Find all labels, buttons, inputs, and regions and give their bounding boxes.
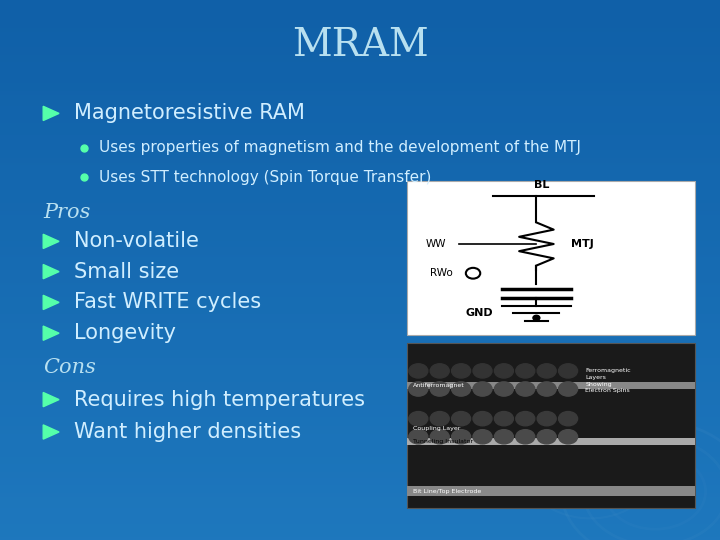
Text: Non-volatile: Non-volatile xyxy=(74,231,199,252)
Text: RWo: RWo xyxy=(430,268,453,278)
Bar xyxy=(407,382,695,389)
Text: Bit Line/Top Electrode: Bit Line/Top Electrode xyxy=(413,489,481,494)
Circle shape xyxy=(451,430,471,444)
Text: MRAM: MRAM xyxy=(292,28,428,64)
Text: Antiferromagnet: Antiferromagnet xyxy=(413,383,464,388)
Circle shape xyxy=(473,430,492,444)
Text: Cons: Cons xyxy=(43,357,96,377)
Circle shape xyxy=(537,430,556,444)
Text: Tunneling Insulator: Tunneling Insulator xyxy=(413,439,472,444)
FancyBboxPatch shape xyxy=(407,181,695,335)
Text: Small size: Small size xyxy=(74,261,179,282)
Text: WW: WW xyxy=(426,239,446,249)
Polygon shape xyxy=(43,265,59,279)
Circle shape xyxy=(409,411,428,426)
Polygon shape xyxy=(43,234,59,248)
Text: Ferromagnetic
Layers
Showing
Electron Spins: Ferromagnetic Layers Showing Electron Sp… xyxy=(585,368,631,393)
Text: Requires high temperatures: Requires high temperatures xyxy=(74,389,365,410)
Polygon shape xyxy=(43,425,59,439)
Polygon shape xyxy=(43,106,59,120)
Circle shape xyxy=(537,411,556,426)
Circle shape xyxy=(451,411,471,426)
Circle shape xyxy=(451,364,471,378)
Circle shape xyxy=(495,411,513,426)
Circle shape xyxy=(431,382,449,396)
Circle shape xyxy=(537,364,556,378)
Circle shape xyxy=(533,315,540,320)
Circle shape xyxy=(473,364,492,378)
Circle shape xyxy=(516,364,535,378)
Text: Longevity: Longevity xyxy=(74,323,176,343)
Text: Uses properties of magnetism and the development of the MTJ: Uses properties of magnetism and the dev… xyxy=(99,140,580,156)
Bar xyxy=(407,438,695,445)
Text: Pros: Pros xyxy=(43,202,91,222)
Circle shape xyxy=(559,430,577,444)
Text: Magnetoresistive RAM: Magnetoresistive RAM xyxy=(74,103,305,124)
Circle shape xyxy=(495,364,513,378)
Text: Want higher densities: Want higher densities xyxy=(74,422,301,442)
Circle shape xyxy=(537,382,556,396)
Circle shape xyxy=(473,382,492,396)
Circle shape xyxy=(495,382,513,396)
Text: Uses STT technology (Spin Torque Transfer): Uses STT technology (Spin Torque Transfe… xyxy=(99,170,431,185)
Text: Fast WRITE cycles: Fast WRITE cycles xyxy=(74,292,261,313)
Polygon shape xyxy=(43,295,59,309)
Circle shape xyxy=(431,430,449,444)
Text: BL: BL xyxy=(534,180,550,190)
Circle shape xyxy=(409,364,428,378)
Circle shape xyxy=(431,411,449,426)
Circle shape xyxy=(559,411,577,426)
Circle shape xyxy=(409,430,428,444)
Circle shape xyxy=(559,382,577,396)
Circle shape xyxy=(559,364,577,378)
Circle shape xyxy=(451,382,471,396)
Circle shape xyxy=(473,411,492,426)
Polygon shape xyxy=(43,326,59,340)
Circle shape xyxy=(516,430,535,444)
Circle shape xyxy=(431,364,449,378)
FancyBboxPatch shape xyxy=(407,343,695,508)
Text: Coupling Layer: Coupling Layer xyxy=(413,426,460,431)
Circle shape xyxy=(516,411,535,426)
Bar xyxy=(407,486,695,496)
Circle shape xyxy=(516,382,535,396)
Text: MTJ: MTJ xyxy=(571,239,594,249)
Polygon shape xyxy=(43,393,59,407)
Text: GND: GND xyxy=(466,308,493,318)
Circle shape xyxy=(409,382,428,396)
Circle shape xyxy=(495,430,513,444)
